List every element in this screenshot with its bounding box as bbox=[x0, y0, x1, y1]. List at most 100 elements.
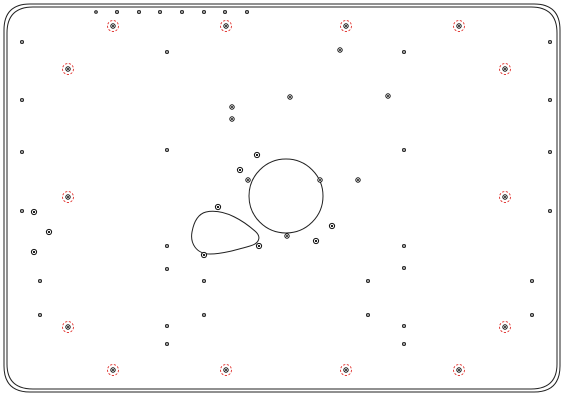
hole-center bbox=[166, 149, 168, 151]
mounting-hole bbox=[30, 248, 38, 256]
mounting-hole bbox=[312, 237, 320, 245]
highlighted-hole bbox=[340, 364, 352, 376]
mounting-hole bbox=[164, 147, 169, 152]
hole-center bbox=[202, 253, 206, 257]
highlighted-hole bbox=[453, 20, 465, 32]
hole-center bbox=[32, 250, 36, 254]
hole-center bbox=[531, 314, 533, 316]
hole-center bbox=[166, 268, 168, 270]
highlight-ring bbox=[499, 321, 511, 333]
hole-center bbox=[403, 267, 405, 269]
mounting-hole bbox=[164, 266, 169, 271]
mounting-hole bbox=[253, 151, 261, 159]
mounting-hole bbox=[229, 116, 235, 122]
mounting-hole bbox=[94, 10, 98, 14]
mounting-hole bbox=[179, 9, 184, 14]
mounting-hole bbox=[38, 278, 43, 283]
hole-center bbox=[246, 11, 248, 13]
mounting-hole bbox=[214, 203, 222, 211]
mounting-hole bbox=[164, 243, 169, 248]
highlighted-hole bbox=[107, 20, 119, 32]
mounting-hole bbox=[19, 149, 24, 154]
highlight-ring bbox=[220, 20, 232, 32]
hole-center bbox=[203, 11, 205, 13]
plate-outer-edge bbox=[3, 3, 561, 393]
mounting-hole bbox=[19, 208, 24, 213]
highlight-ring bbox=[220, 364, 232, 376]
highlighted-hole bbox=[107, 364, 119, 376]
mounting-hole bbox=[530, 278, 535, 283]
hole-center bbox=[549, 99, 551, 101]
hole-center bbox=[39, 280, 41, 282]
mounting-hole bbox=[19, 40, 24, 45]
highlight-ring bbox=[499, 63, 511, 75]
mounting-hole bbox=[222, 9, 227, 14]
highlight-ring bbox=[62, 63, 74, 75]
hole-center bbox=[181, 11, 183, 13]
highlighted-hole bbox=[62, 321, 74, 333]
hole-center bbox=[166, 325, 168, 327]
hole-center bbox=[112, 25, 114, 27]
mounting-hole bbox=[284, 233, 290, 239]
hole-center bbox=[257, 244, 261, 248]
mounting-hole bbox=[45, 228, 53, 236]
hole-center bbox=[345, 25, 347, 27]
hole-center bbox=[39, 314, 41, 316]
hole-center bbox=[203, 280, 205, 282]
highlight-ring bbox=[62, 191, 74, 203]
teardrop-cutout bbox=[191, 210, 260, 255]
highlight-ring bbox=[499, 191, 511, 203]
hole-center bbox=[387, 95, 389, 97]
hole-center bbox=[549, 210, 551, 212]
hole-center bbox=[231, 118, 233, 120]
highlight-ring bbox=[107, 20, 119, 32]
mounting-hole bbox=[365, 278, 370, 283]
mounting-hole bbox=[164, 341, 169, 346]
highlight-ring bbox=[107, 364, 119, 376]
mounting-hole bbox=[355, 177, 361, 183]
hole-center bbox=[345, 369, 347, 371]
mounting-hole bbox=[548, 149, 553, 154]
mounting-hole bbox=[530, 312, 535, 317]
highlighted-hole bbox=[453, 364, 465, 376]
hole-center bbox=[21, 210, 23, 212]
hole-center bbox=[138, 11, 140, 13]
mounting-hole bbox=[201, 9, 206, 14]
hole-center bbox=[67, 196, 69, 198]
hole-center bbox=[403, 245, 405, 247]
highlighted-hole bbox=[499, 321, 511, 333]
hole-center bbox=[224, 11, 226, 13]
hole-center bbox=[403, 51, 405, 53]
hole-center bbox=[458, 25, 460, 27]
hole-center bbox=[403, 325, 405, 327]
mounting-hole bbox=[164, 323, 169, 328]
hole-center bbox=[238, 168, 242, 172]
hole-center bbox=[289, 96, 291, 98]
highlighted-hole bbox=[499, 191, 511, 203]
hole-center bbox=[549, 41, 551, 43]
highlighted-hole bbox=[220, 364, 232, 376]
mounting-hole bbox=[287, 94, 293, 100]
hole-center bbox=[339, 49, 341, 51]
hole-center bbox=[367, 280, 369, 282]
mounting-hole bbox=[244, 9, 249, 14]
hole-center bbox=[225, 369, 227, 371]
hole-center bbox=[216, 205, 220, 209]
mounting-hole bbox=[30, 208, 38, 216]
mounting-hole bbox=[201, 312, 206, 317]
highlight-ring bbox=[340, 364, 352, 376]
highlighted-hole bbox=[220, 20, 232, 32]
hole-center bbox=[231, 106, 233, 108]
mounting-hole bbox=[548, 98, 553, 103]
hole-center bbox=[504, 196, 506, 198]
hole-center bbox=[159, 11, 161, 13]
mounting-hole bbox=[255, 242, 263, 250]
mounting-hole bbox=[548, 208, 553, 213]
mounting-hole bbox=[245, 177, 251, 183]
hole-center bbox=[166, 51, 168, 53]
mounting-hole bbox=[401, 50, 406, 55]
hole-center bbox=[67, 326, 69, 328]
hole-center bbox=[286, 235, 288, 237]
